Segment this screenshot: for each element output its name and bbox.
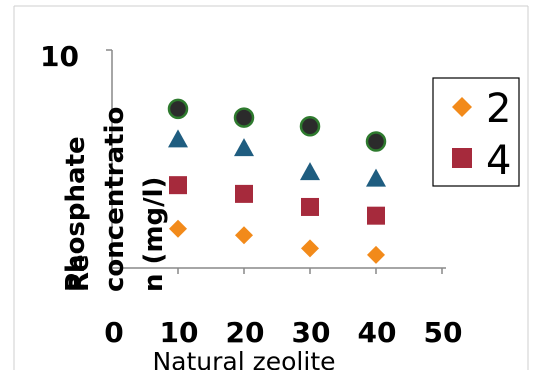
legend-label-2: 4 bbox=[486, 138, 511, 184]
data-point-diamond-3 bbox=[301, 239, 319, 258]
x-axis-label: Natural zeolite bbox=[152, 347, 335, 370]
data-point-triangle-1 bbox=[168, 129, 188, 148]
x-tick-label-10: 10 bbox=[160, 316, 199, 349]
data-point-square-2 bbox=[235, 184, 253, 203]
legend-marker-square bbox=[452, 148, 472, 168]
data-point-triangle-4 bbox=[366, 168, 386, 187]
data-point-circle-4 bbox=[365, 131, 387, 152]
data-points bbox=[167, 98, 387, 264]
data-point-diamond-2 bbox=[235, 226, 253, 245]
data-point-square-1 bbox=[169, 176, 187, 195]
x-tick-labels: 0 10 20 30 40 50 bbox=[104, 316, 462, 349]
x-tick-label-50: 50 bbox=[424, 316, 463, 349]
plot-area bbox=[106, 49, 446, 274]
y-axis-label-line-2: concentratio bbox=[100, 107, 130, 292]
y-tick-label-10: 10 bbox=[40, 40, 79, 73]
data-point-diamond-4 bbox=[367, 245, 385, 264]
x-tick-label-40: 40 bbox=[358, 316, 397, 349]
legend-marker-diamond bbox=[452, 97, 472, 117]
y-axis-label-line-1: Phosphate bbox=[61, 136, 91, 292]
y-axis-label-line-3: n (mg/l) bbox=[139, 177, 169, 292]
x-tick-label-20: 20 bbox=[226, 316, 265, 349]
x-tick-label-0: 0 bbox=[104, 316, 123, 349]
data-point-circle-3 bbox=[299, 116, 321, 137]
data-point-triangle-3 bbox=[300, 162, 320, 181]
data-point-diamond-1 bbox=[169, 219, 187, 238]
data-point-circle-1 bbox=[167, 98, 189, 120]
y-axis-label: Re Phosphate concentratio n (mg/l) bbox=[61, 107, 169, 292]
x-tick-label-30: 30 bbox=[292, 316, 331, 349]
legend-label-1: 2 bbox=[486, 86, 511, 132]
data-point-circle-2 bbox=[233, 107, 255, 128]
data-point-square-4 bbox=[367, 206, 385, 225]
y-axis-label-overlap: Re bbox=[65, 254, 95, 292]
legend-box bbox=[432, 77, 520, 187]
data-point-triangle-2 bbox=[234, 138, 254, 157]
legend: 2 4 bbox=[432, 77, 520, 187]
data-point-square-3 bbox=[301, 197, 319, 216]
